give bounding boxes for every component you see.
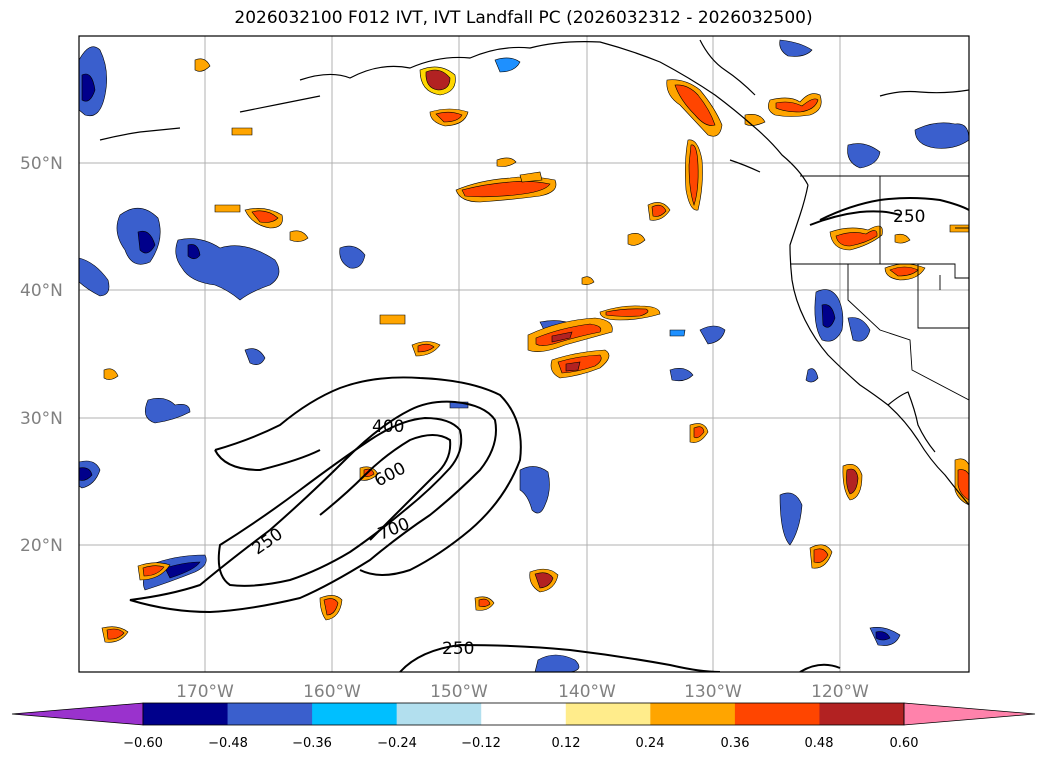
- colorbar-extend-low: [11, 702, 144, 726]
- colorbar-segment: [819, 703, 905, 725]
- ivt-contours: [129, 197, 969, 672]
- colorbar-tick: −0.48: [208, 736, 248, 751]
- map-area: [79, 36, 969, 672]
- lat-label-50n: 50°N: [20, 154, 63, 174]
- colorbar-tick: −0.12: [461, 736, 501, 751]
- contour-label-400: 400: [372, 417, 404, 437]
- colorbar-tick: 0.48: [805, 736, 834, 751]
- colorbar-tick: 0.36: [721, 736, 750, 751]
- lon-label-140w: 140°W: [558, 682, 616, 702]
- colorbar-segment: [227, 703, 313, 725]
- lon-label-160w: 160°W: [303, 682, 361, 702]
- colorbar-ticks: −0.60 −0.48 −0.36 −0.24 −0.12 0.12 0.24 …: [123, 736, 918, 751]
- colorbar-extend-high: [903, 702, 1036, 726]
- contour-label-700: 700: [375, 514, 413, 545]
- colorbar-tick: −0.36: [292, 736, 332, 751]
- colorbar-segment: [734, 703, 820, 725]
- lon-label-120w: 120°W: [811, 682, 869, 702]
- lat-label-20n: 20°N: [20, 536, 63, 556]
- colorbar: −0.60 −0.48 −0.36 −0.24 −0.12 0.12 0.24 …: [11, 702, 1036, 751]
- negative-pc-patches: [79, 39, 969, 672]
- state-borders: [790, 175, 969, 401]
- colorbar-segment: [143, 703, 229, 725]
- colorbar-segment: [565, 703, 651, 725]
- colorbar-tick: −0.60: [123, 736, 163, 751]
- map-frame: [78, 35, 970, 673]
- lat-label-40n: 40°N: [20, 281, 63, 301]
- colorbar-tick: 0.60: [890, 736, 919, 751]
- lon-label-170w: 170°W: [176, 682, 234, 702]
- colorbar-segments: [143, 703, 905, 725]
- map-title: 2026032100 F012 IVT, IVT Landfall PC (20…: [234, 8, 813, 28]
- coastline: [99, 39, 969, 506]
- positive-pc-patches: [101, 58, 969, 643]
- lon-label-130w: 130°W: [684, 682, 742, 702]
- lon-label-150w: 150°W: [430, 682, 488, 702]
- contour-label-250-atlantic-river: 250: [249, 524, 287, 559]
- lat-label-30n: 30°N: [20, 409, 63, 429]
- colorbar-tick: −0.24: [377, 736, 417, 751]
- colorbar-frame: [142, 702, 905, 726]
- graticule: [79, 36, 969, 672]
- colorbar-segment: [650, 703, 736, 725]
- longitude-labels: 170°W 160°W 150°W 140°W 130°W 120°W: [176, 682, 869, 702]
- colorbar-segment: [481, 703, 567, 725]
- colorbar-segment: [396, 703, 482, 725]
- colorbar-segment: [312, 703, 398, 725]
- contour-label-250-south: 250: [442, 639, 474, 659]
- colorbar-tick: 0.24: [636, 736, 665, 751]
- latitude-labels: 50°N 40°N 30°N 20°N: [20, 154, 63, 556]
- colorbar-tick: 0.12: [552, 736, 581, 751]
- contour-label-250-coast: 250: [893, 207, 925, 227]
